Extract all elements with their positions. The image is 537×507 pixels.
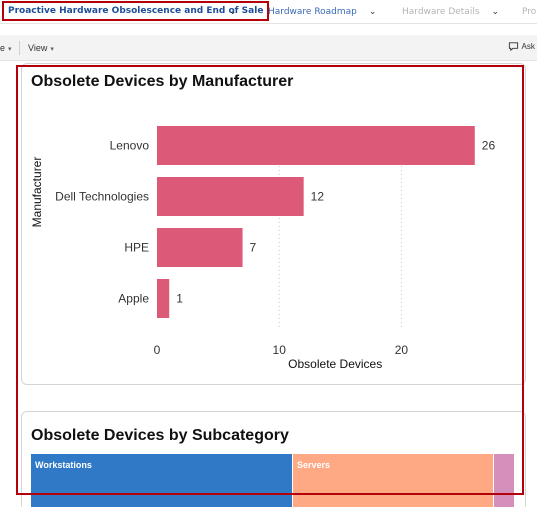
bar-lenovo[interactable] xyxy=(157,126,475,165)
bar-dell-technologies[interactable] xyxy=(157,177,304,216)
chat-bubble-icon xyxy=(508,42,519,52)
caret-down-icon: ▾ xyxy=(8,46,12,53)
x-axis-title: Obsolete Devices xyxy=(288,357,382,371)
tab-label: Proactive Hardware Obsolescence and End … xyxy=(8,6,264,16)
toolbar-divider xyxy=(19,41,20,55)
chevron-down-icon[interactable]: ⌄ xyxy=(491,7,500,17)
subcategory-treemap-visual[interactable]: Obsolete Devices by Subcategory Workstat… xyxy=(21,411,526,507)
tab-proactive-hardware-obsolescence[interactable]: Proactive Hardware Obsolescence and End … xyxy=(2,1,270,21)
treemap-cell-workstations[interactable]: Workstations xyxy=(31,454,293,507)
treemap-cell-label: Servers xyxy=(297,460,331,470)
category-label: Lenovo xyxy=(110,139,150,153)
category-label: HPE xyxy=(124,241,149,255)
tab-label: Hardware Details xyxy=(402,7,480,17)
category-label: Dell Technologies xyxy=(55,190,149,204)
treemap-cell-label: Workstations xyxy=(35,460,92,470)
data-label: 1 xyxy=(176,292,183,306)
chevron-down-icon[interactable]: ⌄ xyxy=(368,7,377,17)
x-tick-label: 0 xyxy=(154,343,161,357)
chart-title: Obsolete Devices by Manufacturer xyxy=(31,73,294,90)
ask-question-button[interactable]: Ask xyxy=(508,41,535,52)
treemap-cell-servers[interactable]: Servers xyxy=(293,454,494,507)
view-menu-button[interactable]: View ▾ xyxy=(28,43,54,53)
x-tick-label: 10 xyxy=(273,343,287,357)
bar-hpe[interactable] xyxy=(157,228,243,267)
tab-overflow[interactable]: Pro xyxy=(522,0,536,24)
manufacturer-chart-visual[interactable]: Obsolete Devices by Manufacturer Lenovo 2… xyxy=(21,63,526,385)
caret-down-icon: ▾ xyxy=(50,46,54,53)
tab-hardware-details[interactable]: Hardware Details ⌄ xyxy=(402,0,499,24)
data-label: 26 xyxy=(482,139,496,153)
data-label: 7 xyxy=(250,241,257,255)
report-tab-bar: Proactive Hardware Obsolescence and End … xyxy=(0,0,537,24)
report-toolbar: e ▾ View ▾ Ask xyxy=(0,35,537,61)
chevron-down-icon[interactable]: ⌄ xyxy=(229,7,237,17)
y-axis-title: Manufacturer xyxy=(30,157,44,228)
file-menu-button[interactable]: e ▾ xyxy=(0,43,12,53)
tab-label: Pro xyxy=(522,7,537,17)
bar-apple[interactable] xyxy=(157,279,170,318)
x-tick-label: 20 xyxy=(395,343,409,357)
treemap-title: Obsolete Devices by Subcategory xyxy=(31,427,289,444)
tab-label: Hardware Roadmap xyxy=(268,7,357,17)
data-label: 12 xyxy=(311,190,325,204)
category-label: Apple xyxy=(118,292,149,306)
treemap: Workstations Servers xyxy=(31,454,515,507)
treemap-cell-other[interactable] xyxy=(494,454,515,507)
tab-hardware-roadmap[interactable]: Hardware Roadmap ⌄ xyxy=(268,0,376,24)
